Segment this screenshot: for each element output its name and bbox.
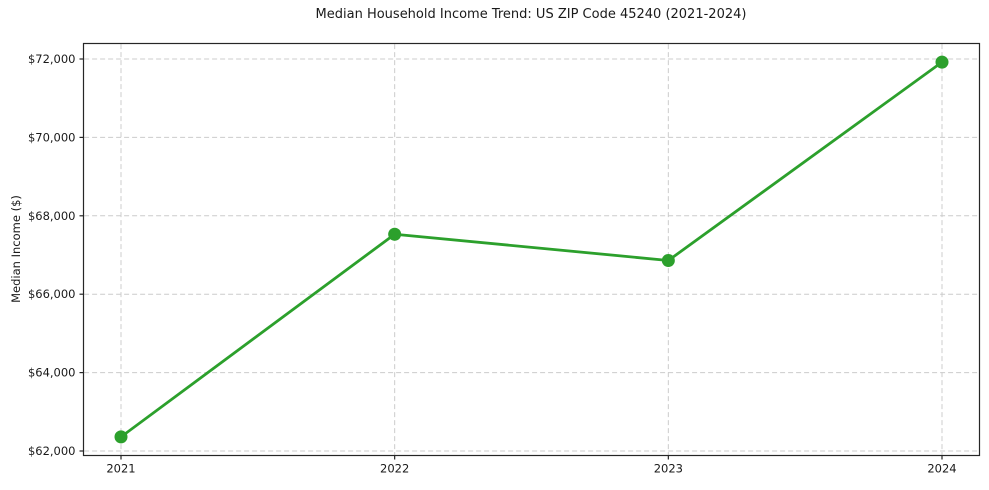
- y-tick-label: $68,000: [28, 209, 76, 223]
- y-tick-label: $66,000: [28, 287, 76, 301]
- plot-border: [82, 42, 981, 457]
- plot-area: [83, 43, 980, 456]
- y-tick-label: $62,000: [28, 444, 76, 458]
- data-point-2021: [114, 430, 128, 444]
- trend-line: [119, 60, 944, 439]
- data-point-2022: [388, 227, 402, 241]
- x-tick-label: 2022: [380, 462, 409, 476]
- x-tick-label: 2023: [654, 462, 683, 476]
- y-tick-label: $72,000: [28, 52, 76, 66]
- chart-title: Median Household Income Trend: US ZIP Co…: [315, 7, 747, 22]
- data-point-2023: [661, 253, 675, 267]
- y-tick-label: $64,000: [28, 366, 76, 380]
- y-tick-label: $70,000: [28, 130, 76, 144]
- data-point-2024: [935, 55, 949, 69]
- x-tick-label: 2021: [106, 462, 135, 476]
- x-tick-label: 2024: [927, 462, 956, 476]
